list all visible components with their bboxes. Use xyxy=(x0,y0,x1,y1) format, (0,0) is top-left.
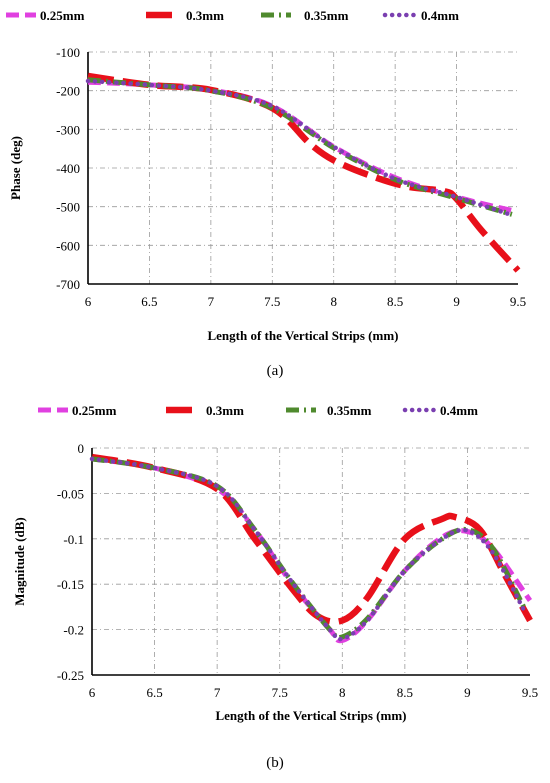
legend-label-1: 0.3mm xyxy=(206,403,244,418)
figure-caption: (a) xyxy=(267,363,284,379)
x-tick-label: 7.5 xyxy=(264,294,280,309)
legend-label-0: 0.25mm xyxy=(72,403,117,418)
y-tick-label: -400 xyxy=(56,161,80,176)
x-tick-label: 6 xyxy=(85,294,92,309)
legend-label-1: 0.3mm xyxy=(186,8,224,23)
y-tick-label: -0.2 xyxy=(63,623,84,638)
y-tick-label: -0.15 xyxy=(57,577,84,592)
series-line-0_3mm xyxy=(87,72,521,273)
y-tick-label: -300 xyxy=(56,122,80,137)
y-axis-title: Magnitude (dB) xyxy=(12,517,27,605)
series-line-0_4mm xyxy=(89,456,526,642)
x-axis-title: Length of the Vertical Strips (mm) xyxy=(215,708,406,723)
x-tick-label: 7.5 xyxy=(272,685,288,700)
x-tick-label: 8 xyxy=(330,294,337,309)
x-tick-label: 9.5 xyxy=(522,685,538,700)
y-tick-label: 0 xyxy=(78,441,85,456)
x-tick-label: 6.5 xyxy=(146,685,162,700)
x-tick-label: 9 xyxy=(453,294,460,309)
legend-label-2: 0.35mm xyxy=(304,8,349,23)
legend-label-3: 0.4mm xyxy=(440,403,478,418)
x-tick-label: 8.5 xyxy=(397,685,413,700)
y-axis-title: Phase (deg) xyxy=(8,136,23,200)
chart-magnitude: 0.25mm 0.3mm 0.35mm 0.4mm 6 6.5 7 7.5 8 8.5 9 9.5 0 -… xyxy=(12,403,538,771)
y-tick-label: -200 xyxy=(56,84,80,99)
x-tick-label: 7 xyxy=(208,294,215,309)
legend-label-2: 0.35mm xyxy=(327,403,372,418)
y-tick-label: -100 xyxy=(56,45,80,60)
y-tick-label: -0.05 xyxy=(57,486,84,501)
figure-caption: (b) xyxy=(266,755,284,771)
legend-label-0: 0.25mm xyxy=(40,8,85,23)
y-tick-label: -0.25 xyxy=(57,668,84,683)
x-tick-label: 9.5 xyxy=(510,294,526,309)
y-tick-label: -600 xyxy=(56,238,80,253)
chart-phase: 0.25mm 0.3mm 0.35mm 0.4mm 6 6.5 7 7.5 8 8.5 9 9.5 -1… xyxy=(6,8,526,379)
x-tick-label: 6.5 xyxy=(141,294,157,309)
y-tick-label: -0.1 xyxy=(63,532,84,547)
x-tick-label: 9 xyxy=(464,685,471,700)
x-tick-label: 7 xyxy=(214,685,221,700)
y-tick-label: -500 xyxy=(56,200,80,215)
series-line-0_4mm xyxy=(85,78,515,218)
series-line-0_3mm xyxy=(91,453,533,626)
x-axis-title: Length of the Vertical Strips (mm) xyxy=(207,328,398,343)
y-tick-label: -700 xyxy=(56,277,80,292)
x-tick-label: 6 xyxy=(89,685,96,700)
x-tick-label: 8 xyxy=(339,685,346,700)
x-tick-label: 8.5 xyxy=(387,294,403,309)
legend-label-3: 0.4mm xyxy=(421,8,459,23)
